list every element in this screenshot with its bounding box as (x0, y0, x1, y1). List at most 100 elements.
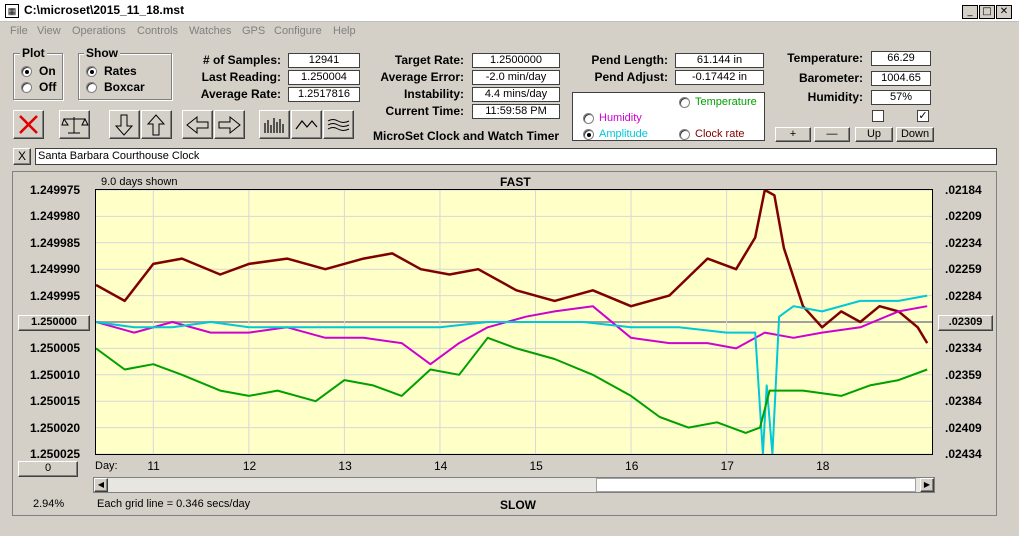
y-left-tick-label: 1.249985 (30, 235, 81, 250)
show-rates-radio[interactable] (86, 66, 97, 77)
chart-scrollbar[interactable]: ◀ ▶ (93, 477, 935, 493)
y-left-tick-label: 1.250025 (30, 447, 81, 461)
y-right-tick-label: .02209 (945, 209, 982, 224)
show-group-title: Show (84, 46, 120, 60)
series-line-temperature (96, 336, 928, 434)
plot-on-radio[interactable] (21, 66, 32, 77)
down-button[interactable]: Down (896, 127, 934, 142)
plot-off-radio[interactable] (21, 82, 32, 93)
current-time-label: Current Time: (385, 104, 464, 118)
average-error-field: -2.0 min/day (472, 70, 560, 85)
humidity-label: Humidity: (807, 90, 863, 104)
series-line-humidity (96, 305, 928, 366)
average-rate-field: 1.2517816 (288, 87, 360, 102)
current-time-field: 11:59:58 PM (472, 104, 560, 119)
maximize-button[interactable]: □ (979, 5, 995, 19)
bars-icon (264, 118, 284, 133)
instability-field: 4.4 mins/day (472, 87, 560, 102)
show-boxcar-radio[interactable] (86, 82, 97, 93)
minimize-button[interactable]: _ (962, 5, 978, 19)
y-right-tick-label: .02284 (945, 288, 982, 303)
menu-gps[interactable]: GPS (242, 25, 266, 37)
menu-watches[interactable]: Watches (189, 25, 232, 37)
arrow-down-button[interactable] (109, 110, 140, 139)
average-error-label: Average Error: (380, 70, 464, 84)
y-left-tick-label: 1.249995 (30, 288, 81, 303)
plus-button[interactable]: + (775, 127, 811, 142)
overlay-temperature-label: Temperature (695, 96, 757, 108)
x-tick-label: 17 (720, 459, 734, 473)
overlay-clock-rate-radio[interactable] (679, 129, 690, 140)
x-tick-label: 12 (242, 459, 257, 473)
title-bar: ▦ C:\microset\2015_11_18.mst _ □ ✕ (0, 0, 1019, 22)
show-group (78, 53, 172, 100)
scroll-thumb[interactable] (596, 478, 916, 492)
x-tick-label: 13 (338, 459, 352, 473)
temperature-label: Temperature: (787, 51, 863, 65)
x-tick-label: 18 (816, 459, 830, 473)
arrow-right-button[interactable] (214, 110, 245, 139)
overlay-temperature-radio[interactable] (679, 97, 690, 108)
days-shown-label: 9.0 days shown (101, 176, 178, 188)
menu-file[interactable]: File (10, 25, 28, 37)
pend-length-field[interactable]: 61.144 in (675, 53, 764, 68)
lines-icon (327, 119, 350, 131)
y-left-tick-label: 1.250020 (30, 420, 81, 435)
overlay-humidity-radio[interactable] (583, 113, 594, 124)
x-tick-label: 11 (147, 459, 160, 473)
y-right-tick-label: .02184 (945, 183, 982, 197)
close-button[interactable]: ✕ (996, 5, 1012, 19)
y-left-tick-label: 1.249975 (30, 183, 81, 197)
scroll-right-button[interactable]: ▶ (920, 478, 934, 492)
clock-close-button[interactable]: X (13, 148, 31, 165)
menu-configure[interactable]: Configure (274, 25, 322, 37)
target-rate-label: Target Rate: (394, 53, 464, 67)
lines-button[interactable] (323, 110, 354, 139)
arrow-left-icon (186, 115, 209, 135)
y-left-tick-label: 1.250010 (30, 367, 81, 382)
option-checkbox-1[interactable] (872, 110, 884, 122)
right-center-button[interactable]: .02309 (938, 315, 993, 331)
up-button[interactable]: Up (855, 127, 893, 142)
samples-label: # of Samples: (202, 53, 281, 67)
samples-field: 12941 (288, 53, 360, 68)
slow-label: SLOW (500, 498, 536, 512)
zero-button[interactable]: 0 (18, 461, 78, 477)
arrow-up-icon (146, 114, 166, 136)
app-icon: ▦ (5, 4, 19, 18)
menu-controls[interactable]: Controls (137, 25, 178, 37)
bars-button[interactable] (259, 110, 290, 139)
wave-icon (295, 120, 318, 130)
menu-help[interactable]: Help (333, 25, 356, 37)
arrow-down-icon (114, 114, 134, 136)
pend-adjust-field: -0.17442 in (675, 70, 764, 85)
left-center-button[interactable]: 1.250000 (18, 315, 90, 331)
window-title: C:\microset\2015_11_18.mst (24, 3, 185, 17)
target-rate-field[interactable]: 1.2500000 (472, 53, 560, 68)
arrow-up-button[interactable] (141, 110, 172, 139)
x-tick-label: 14 (433, 459, 448, 473)
chart-frame (12, 171, 997, 516)
grid-note-label: Each grid line = 0.346 secs/day (97, 498, 251, 510)
temperature-field: 66.29 (871, 51, 931, 66)
day-label: Day: (95, 460, 118, 472)
scroll-left-button[interactable]: ◀ (94, 478, 108, 492)
fast-label: FAST (500, 175, 531, 189)
balance-button[interactable] (59, 110, 90, 139)
minus-button[interactable]: — (814, 127, 850, 142)
app-name-label: MicroSet Clock and Watch Timer (373, 129, 560, 143)
wave-button[interactable] (291, 110, 322, 139)
overlay-select-box (572, 92, 765, 141)
percent-label: 2.94% (33, 498, 65, 510)
option-checkbox-2[interactable]: ✓ (917, 109, 929, 122)
plot-area (95, 189, 933, 455)
stop-button[interactable] (13, 110, 44, 139)
clock-name-field[interactable]: Santa Barbara Courthouse Clock (35, 148, 997, 165)
arrow-left-button[interactable] (182, 110, 213, 139)
y-right-tick-label: .02409 (945, 420, 982, 435)
y-right-tick-label: .02234 (945, 235, 982, 250)
menu-operations[interactable]: Operations (72, 25, 126, 37)
overlay-humidity-label: Humidity (599, 112, 642, 124)
overlay-amplitude-radio[interactable] (583, 129, 594, 140)
menu-view[interactable]: View (37, 25, 61, 37)
